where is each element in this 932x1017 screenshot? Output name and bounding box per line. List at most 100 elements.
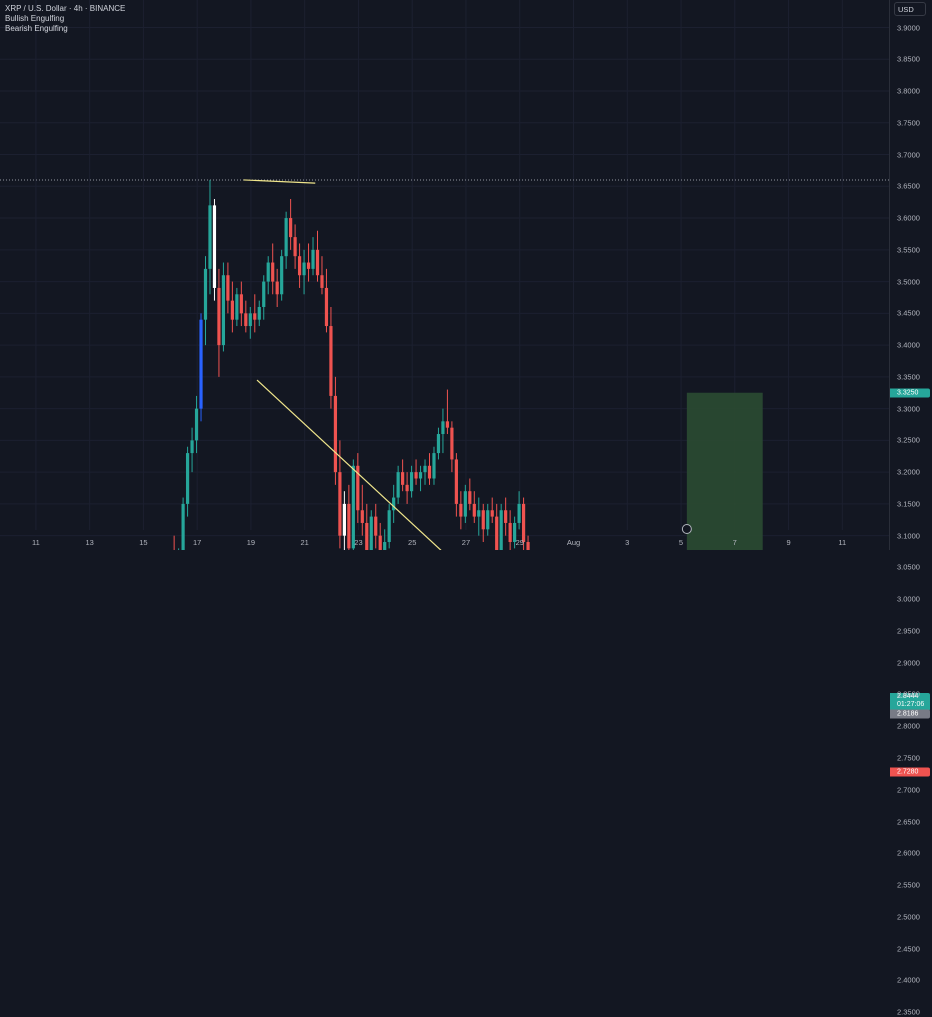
candle-body <box>221 275 226 346</box>
candle-body <box>383 542 387 550</box>
price-tick-label: 3.7000 <box>897 150 920 160</box>
price-tick-label: 2.3500 <box>897 1007 920 1017</box>
candle-body <box>208 205 212 269</box>
price-tick-label: 3.9000 <box>897 23 920 32</box>
candle-body <box>280 256 284 295</box>
time-label: 21 <box>300 538 309 547</box>
candle-body <box>217 287 221 346</box>
time-label: 29 <box>515 538 524 547</box>
candle-body <box>423 465 427 473</box>
candle-body <box>436 434 441 454</box>
time-label: 27 <box>461 538 471 547</box>
candle-body <box>409 472 414 492</box>
price-tick-label: 3.1000 <box>897 531 920 541</box>
resistance-trendline <box>243 179 316 184</box>
candle-body <box>235 294 239 320</box>
candle-body <box>401 472 405 485</box>
profit-zone <box>686 392 763 550</box>
price-tick-label: 2.6000 <box>897 848 920 858</box>
price-tick-label: 3.5500 <box>897 245 920 255</box>
candle-body <box>244 313 248 327</box>
candle-body <box>230 300 234 320</box>
candle-body <box>521 503 526 543</box>
candle-body <box>329 326 333 396</box>
price-tick-label: 3.6500 <box>897 181 920 191</box>
candle-body <box>495 516 499 550</box>
candle-body <box>275 281 279 295</box>
price-tick-label: 2.9500 <box>897 626 920 636</box>
price-tick-label: 3.8000 <box>897 86 920 96</box>
candle-body <box>181 503 185 550</box>
price-tick-label: 2.5000 <box>897 912 920 922</box>
chart-canvas[interactable]: XRP / U.S. Dollar · 4h · BINANCE Bullish… <box>0 0 889 550</box>
candle-body <box>432 453 436 479</box>
alert-marker-icon <box>681 524 692 534</box>
candle-body <box>508 522 512 543</box>
candle-body <box>284 218 288 257</box>
candle-body <box>356 465 360 511</box>
candle-body <box>414 472 418 479</box>
candle-body <box>324 287 329 327</box>
candle-body <box>392 497 396 511</box>
time-label: 19 <box>246 538 256 547</box>
candle-body <box>302 262 306 276</box>
price-tick-label: 3.7500 <box>897 118 920 128</box>
price-tick-label: 3.4000 <box>897 340 920 350</box>
price-tick-label: 2.4000 <box>897 975 920 985</box>
candle-body <box>427 465 432 479</box>
candle-body <box>297 256 302 276</box>
price-tick-label: 3.5000 <box>897 277 920 287</box>
candle-body <box>212 205 217 288</box>
descending-trendline <box>256 379 442 550</box>
indicator-bearish-engulfing[interactable]: Bearish Engulfing <box>5 24 68 33</box>
candle-body <box>365 522 369 550</box>
chart-svg[interactable] <box>0 0 889 550</box>
candle-body <box>405 484 409 492</box>
candle-body <box>374 516 378 536</box>
currency-selector-button[interactable]: USD <box>894 2 926 16</box>
time-label: 9 <box>786 538 791 547</box>
time-label: 11 <box>31 538 40 547</box>
chart-legend: XRP / U.S. Dollar · 4h · BINANCE Bullish… <box>5 4 125 34</box>
time-label: 25 <box>408 538 417 547</box>
price-tick-label: 2.5500 <box>897 880 920 890</box>
candle-body <box>504 510 508 523</box>
candle-body <box>486 510 490 530</box>
candle-body <box>351 465 355 549</box>
candle-body <box>226 275 230 301</box>
price-tick-label: 2.7000 <box>897 785 920 795</box>
candle-body <box>239 294 243 314</box>
price-scale[interactable]: USD 3.3250 2.8444 01:27:06 2.8186 2.7280… <box>889 0 932 1017</box>
candle-body <box>396 472 400 498</box>
candle-body <box>199 319 203 409</box>
price-tick-label: 3.2000 <box>897 467 920 477</box>
time-label: 7 <box>732 538 737 547</box>
indicator-bullish-engulfing[interactable]: Bullish Engulfing <box>5 14 65 23</box>
candle-body <box>253 313 257 320</box>
price-tick-label: 3.1500 <box>897 499 920 509</box>
candle-body <box>526 542 530 550</box>
candle-body <box>441 421 445 435</box>
price-tick-label: 3.3500 <box>897 372 920 382</box>
candle-body <box>499 510 503 550</box>
candle-body <box>418 472 423 479</box>
price-tick-label: 2.9000 <box>897 658 920 668</box>
candle-body <box>185 453 190 504</box>
candle-body <box>450 427 454 460</box>
price-tick-label: 2.4500 <box>897 944 920 954</box>
candle-body <box>257 306 261 320</box>
bar-countdown: 01:27:06 <box>897 701 925 709</box>
price-tick-label: 3.0500 <box>897 562 920 572</box>
price-tick-label: 2.7500 <box>897 753 920 763</box>
candle-body <box>468 491 472 504</box>
candle-body <box>459 503 463 517</box>
candle-body <box>445 421 450 428</box>
time-label: Aug <box>566 538 581 547</box>
candle-body <box>266 262 270 282</box>
price-tick-label: 3.3000 <box>897 404 920 414</box>
time-label: 23 <box>354 538 363 547</box>
symbol-title[interactable]: XRP / U.S. Dollar · 4h · BINANCE <box>5 4 126 13</box>
candle-body <box>315 249 320 276</box>
candle-body <box>293 237 297 257</box>
candle-body <box>311 249 315 269</box>
